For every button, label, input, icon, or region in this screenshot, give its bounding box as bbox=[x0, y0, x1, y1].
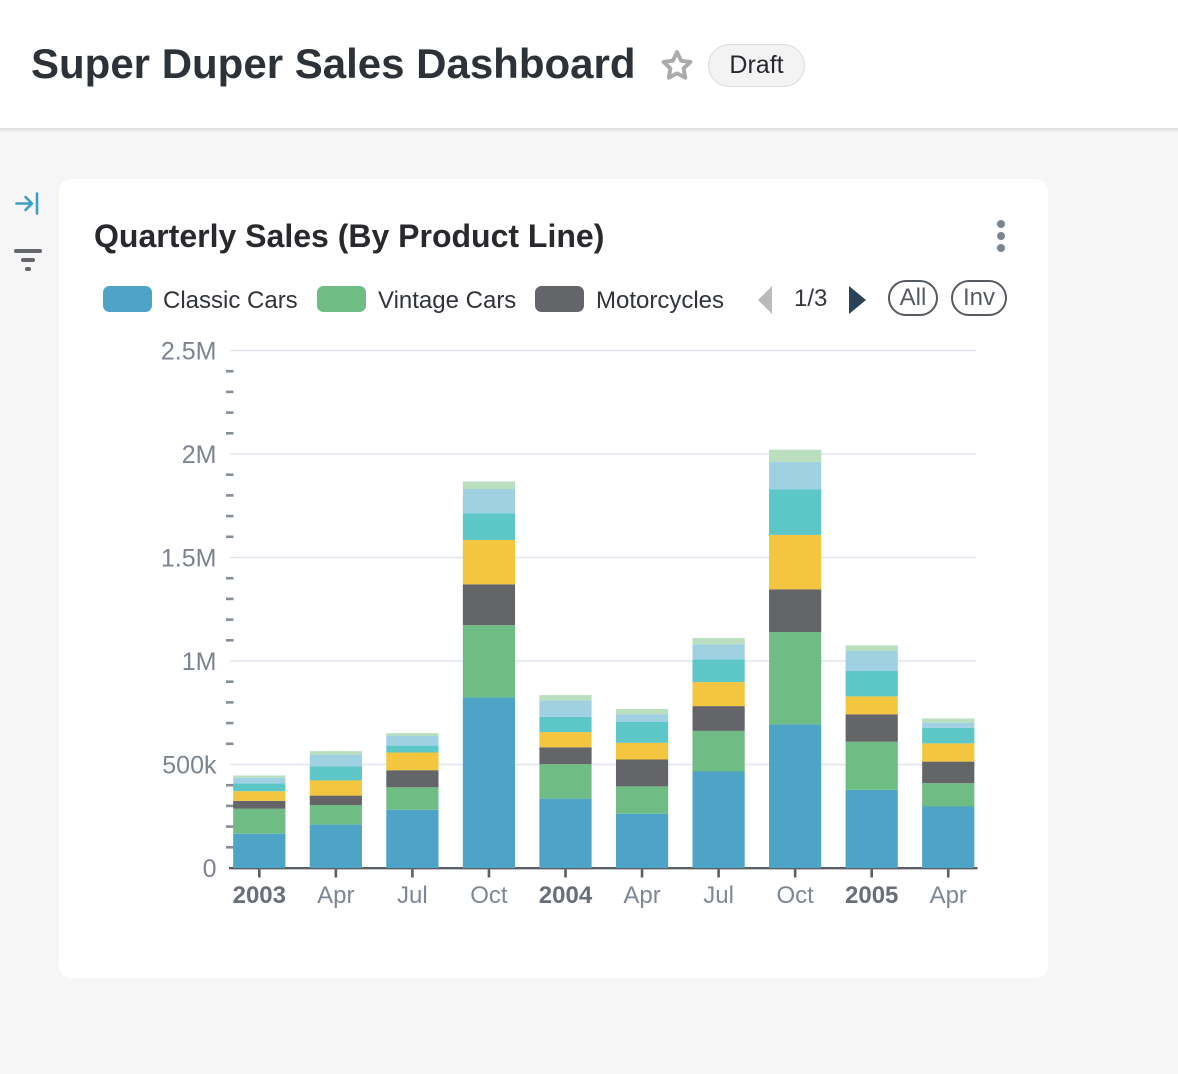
svg-text:500k: 500k bbox=[162, 752, 217, 780]
svg-text:2005: 2005 bbox=[845, 882, 898, 909]
svg-text:0: 0 bbox=[203, 855, 217, 883]
svg-text:2.5M: 2.5M bbox=[161, 338, 217, 366]
svg-text:1M: 1M bbox=[182, 648, 217, 676]
svg-text:Jul: Jul bbox=[703, 882, 734, 909]
svg-text:Jul: Jul bbox=[397, 882, 428, 909]
svg-text:Oct: Oct bbox=[776, 882, 814, 909]
svg-text:2M: 2M bbox=[182, 441, 217, 469]
svg-text:Apr: Apr bbox=[317, 882, 354, 909]
svg-text:1.5M: 1.5M bbox=[161, 545, 217, 573]
svg-text:2004: 2004 bbox=[539, 882, 593, 909]
svg-text:Apr: Apr bbox=[623, 882, 660, 909]
svg-text:Apr: Apr bbox=[930, 882, 967, 909]
svg-text:Oct: Oct bbox=[470, 882, 508, 909]
svg-text:2003: 2003 bbox=[233, 882, 286, 909]
